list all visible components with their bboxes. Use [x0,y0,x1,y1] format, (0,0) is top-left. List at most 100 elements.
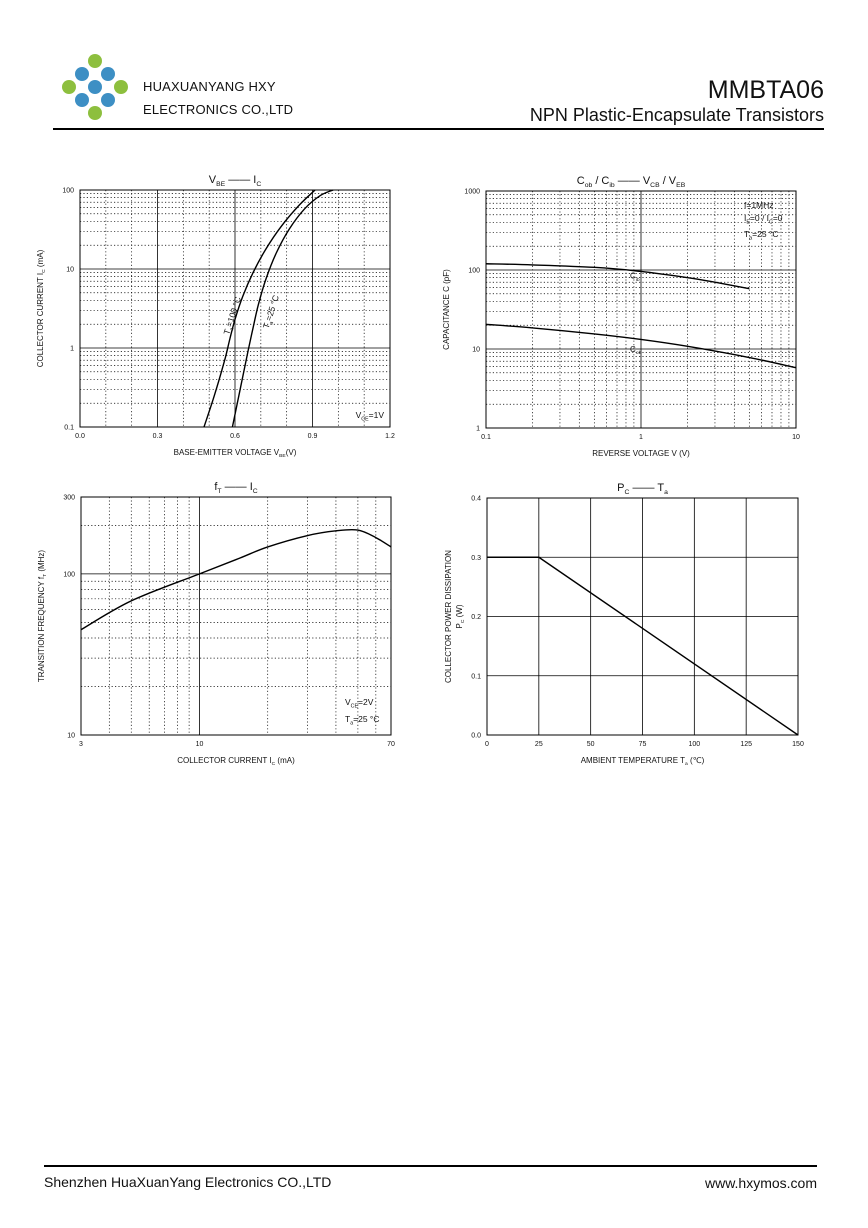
x-tick-label: 10 [792,434,800,441]
label-part: COLLECTOR CURRENT I [36,273,45,367]
y-tick-label: 0.2 [471,614,481,621]
label-part: REVERSE VOLTAGE V (V) [592,449,690,458]
x-tick-label: 75 [639,741,647,748]
y-tick-label: 1000 [464,189,480,196]
series-line-cib [485,263,750,290]
series-label-cob: Cob [630,345,642,356]
y-tick-label: 0.1 [64,425,74,432]
x-tick-label: 25 [535,741,543,748]
subscript: CE [361,416,369,422]
subscript: a [350,720,353,726]
label-part: T [261,322,272,330]
subscript: C [272,761,276,767]
condition-temperature: Ta=25 °C [744,229,778,241]
subscript: BE [216,181,226,188]
subscript: CB [650,182,660,189]
y-axis-label: CAPACITANCE C (pF) [442,269,451,350]
label-part: T [744,229,749,239]
label-part: —— [222,481,250,493]
company-name: HUAXUANYANG HXY [143,79,276,94]
label-part: P [617,482,624,494]
label-part: / V [660,175,677,187]
label-part: (mA) [36,249,45,269]
logo-dot-center [88,80,102,94]
label-part: f [214,481,218,493]
series-line-cob [485,323,797,369]
condition-vce: VCE=1V [356,410,385,422]
y-tick-label: 0.4 [471,496,481,503]
series-label-cib: Cib [630,272,640,283]
x-tick-label: 1 [639,434,643,441]
company-logo-icon [62,54,128,120]
y-tick-label: 0.0 [471,733,481,740]
x-tick-label: 10 [196,741,204,748]
subscript: EB [676,182,686,189]
label-part: V [356,410,362,420]
x-tick-label: 50 [587,741,595,748]
logo-dot-bottom [88,106,102,120]
plot-frame [80,496,392,736]
x-tick-label: 125 [740,741,752,748]
label-part: =25 °C [752,229,778,239]
y-tick-label: 10 [472,347,480,354]
logo-dot-left [62,80,76,94]
footer-company: Shenzhen HuaXuanYang Electronics CO.,LTD [44,1174,332,1190]
label-part: BASE-EMITTER VOLTAGE V [174,448,280,457]
subscript: a [664,489,668,496]
y-axis-label: COLLECTOR CURRENT IC (mA) [36,249,47,367]
label-part: COLLECTOR CURRENT I [177,756,271,765]
y-tick-label: 1 [476,426,480,433]
label-part: —— [225,174,253,186]
label-part: P [455,623,464,628]
logo-dot [101,67,115,81]
label-part: V [209,174,217,186]
x-axis-label: COLLECTOR CURRENT IC (mA) [177,756,295,767]
x-tick-label: 150 [792,741,804,748]
logo-dot-right [114,80,128,94]
y-tick-label: 100 [63,571,75,578]
label-part: COLLECTOR POWER DISSIPATION [444,550,453,683]
x-tick-label: 0 [485,741,489,748]
x-tick-label: 0.9 [308,433,318,440]
subscript: a [685,762,688,767]
y-tick-label: 10 [67,733,75,740]
label-part: =0 / I [750,213,769,223]
y-tick-label: 100 [468,268,480,275]
subscript: C [460,619,466,623]
condition-frequency: f=1MHz [744,200,774,210]
series-line-ft [80,528,392,631]
subscript: BE [279,453,286,459]
x-tick-label: 3 [79,741,83,748]
subscript: T [217,488,221,495]
x-tick-label: 0.1 [481,434,491,441]
plot-frame [485,190,797,429]
subscript: a [268,321,275,326]
label-part: T [657,482,664,494]
plot-frame [486,497,799,736]
logo-dot [75,93,89,107]
logo-dot [75,67,89,81]
label-part: V [643,175,651,187]
x-tick-label: 0.3 [153,433,163,440]
x-tick-label: 1.2 [385,433,395,440]
subscript: ob [585,182,593,189]
label-part: CAPACITANCE C (pF) [442,269,451,350]
label-part: (W) [455,604,464,619]
logo-dot [101,93,115,107]
label-part: / C [592,175,609,187]
label-part: TRANSITION FREQUENCY f [37,576,46,682]
footer-website: www.hxymos.com [704,1175,817,1191]
label-part: T [221,328,232,336]
subscript: E [746,219,750,225]
label-part: —— [629,482,657,494]
label-part: —— [615,175,643,187]
curve-label-100c: Ta=100 °C [221,295,245,336]
subscript: CE [351,703,359,709]
x-tick-label: 0.6 [230,433,240,440]
x-axis-label: AMBIENT TEMPERATURE Ta (℃) [581,756,705,767]
y-tick-label: 1 [70,346,74,353]
x-tick-label: 0.0 [75,433,85,440]
y-axis-label-units: PC (W) [455,604,466,628]
